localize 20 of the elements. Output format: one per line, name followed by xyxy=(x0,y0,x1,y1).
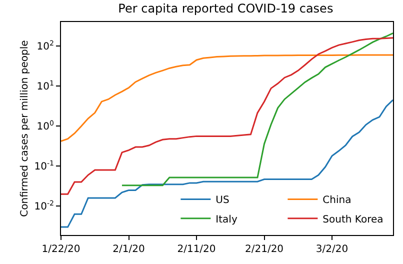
line-series xyxy=(61,37,393,195)
legend-label: China xyxy=(322,195,352,206)
x-tick-label: 1/22/20 xyxy=(42,244,80,255)
y-tick-label: 10$^{0}$ xyxy=(36,119,54,133)
y-tick-label: 10$^{-1}$ xyxy=(34,159,54,173)
y-tick-label: 10$^{2}$ xyxy=(36,39,54,53)
x-tick-label: 2/11/20 xyxy=(177,244,216,255)
x-tick-label: 2/21/20 xyxy=(244,244,284,255)
legend-label: US xyxy=(216,195,230,206)
chart-title: Per capita reported COVID-19 cases xyxy=(118,1,334,16)
legend-label: Italy xyxy=(216,214,238,226)
line-series xyxy=(121,32,393,186)
line-series xyxy=(61,99,393,228)
x-tick-label: 3/2/20 xyxy=(316,244,348,255)
y-tick-label: 10$^{-2}$ xyxy=(34,199,54,213)
legend-label: South Korea xyxy=(322,214,384,226)
line-series xyxy=(61,54,393,142)
y-tick-label: 10$^{1}$ xyxy=(36,79,54,93)
y-axis-title: Confirmed cases per million people xyxy=(19,40,30,217)
x-tick-label: 2/1/20 xyxy=(112,244,145,255)
